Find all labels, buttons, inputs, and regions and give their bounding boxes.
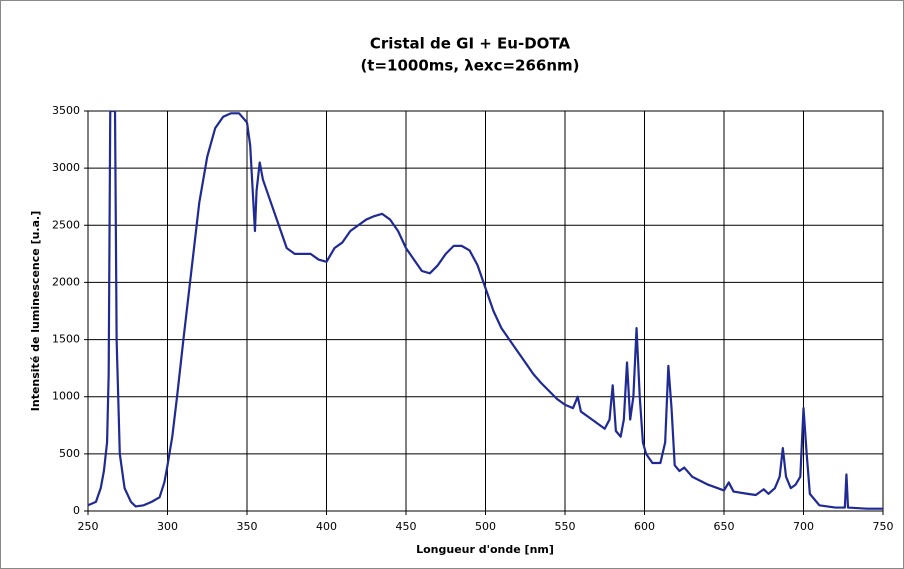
y-axis-label: Intensité de luminescence [u.a.]: [29, 211, 42, 411]
y-tick-label: 1500: [52, 333, 80, 346]
x-tick-label: 500: [475, 520, 496, 533]
x-tick-label: 750: [873, 520, 894, 533]
y-tick-label: 2500: [52, 218, 80, 231]
y-tick-label: 500: [59, 447, 80, 460]
chart-subtitle: (t=1000ms, λexc=266nm): [360, 57, 579, 75]
x-tick-label: 650: [714, 520, 735, 533]
y-tick-label: 2000: [52, 275, 80, 288]
x-tick-label: 350: [237, 520, 258, 533]
x-tick-label: 700: [793, 520, 814, 533]
y-tick-label: 3000: [52, 161, 80, 174]
x-tick-label: 550: [555, 520, 576, 533]
data-line: [88, 111, 883, 510]
x-tick-label: 400: [316, 520, 337, 533]
x-tick-label: 600: [634, 520, 655, 533]
x-tick-label: 450: [396, 520, 417, 533]
x-tick-label: 300: [157, 520, 178, 533]
chart-title: Cristal de GI + Eu-DOTA: [370, 35, 571, 53]
x-axis-label: Longueur d'onde [nm]: [416, 543, 554, 556]
x-tick-label: 250: [78, 520, 99, 533]
y-tick-label: 3500: [52, 104, 80, 117]
y-tick-label: 0: [73, 504, 80, 517]
y-tick-label: 1000: [52, 390, 80, 403]
